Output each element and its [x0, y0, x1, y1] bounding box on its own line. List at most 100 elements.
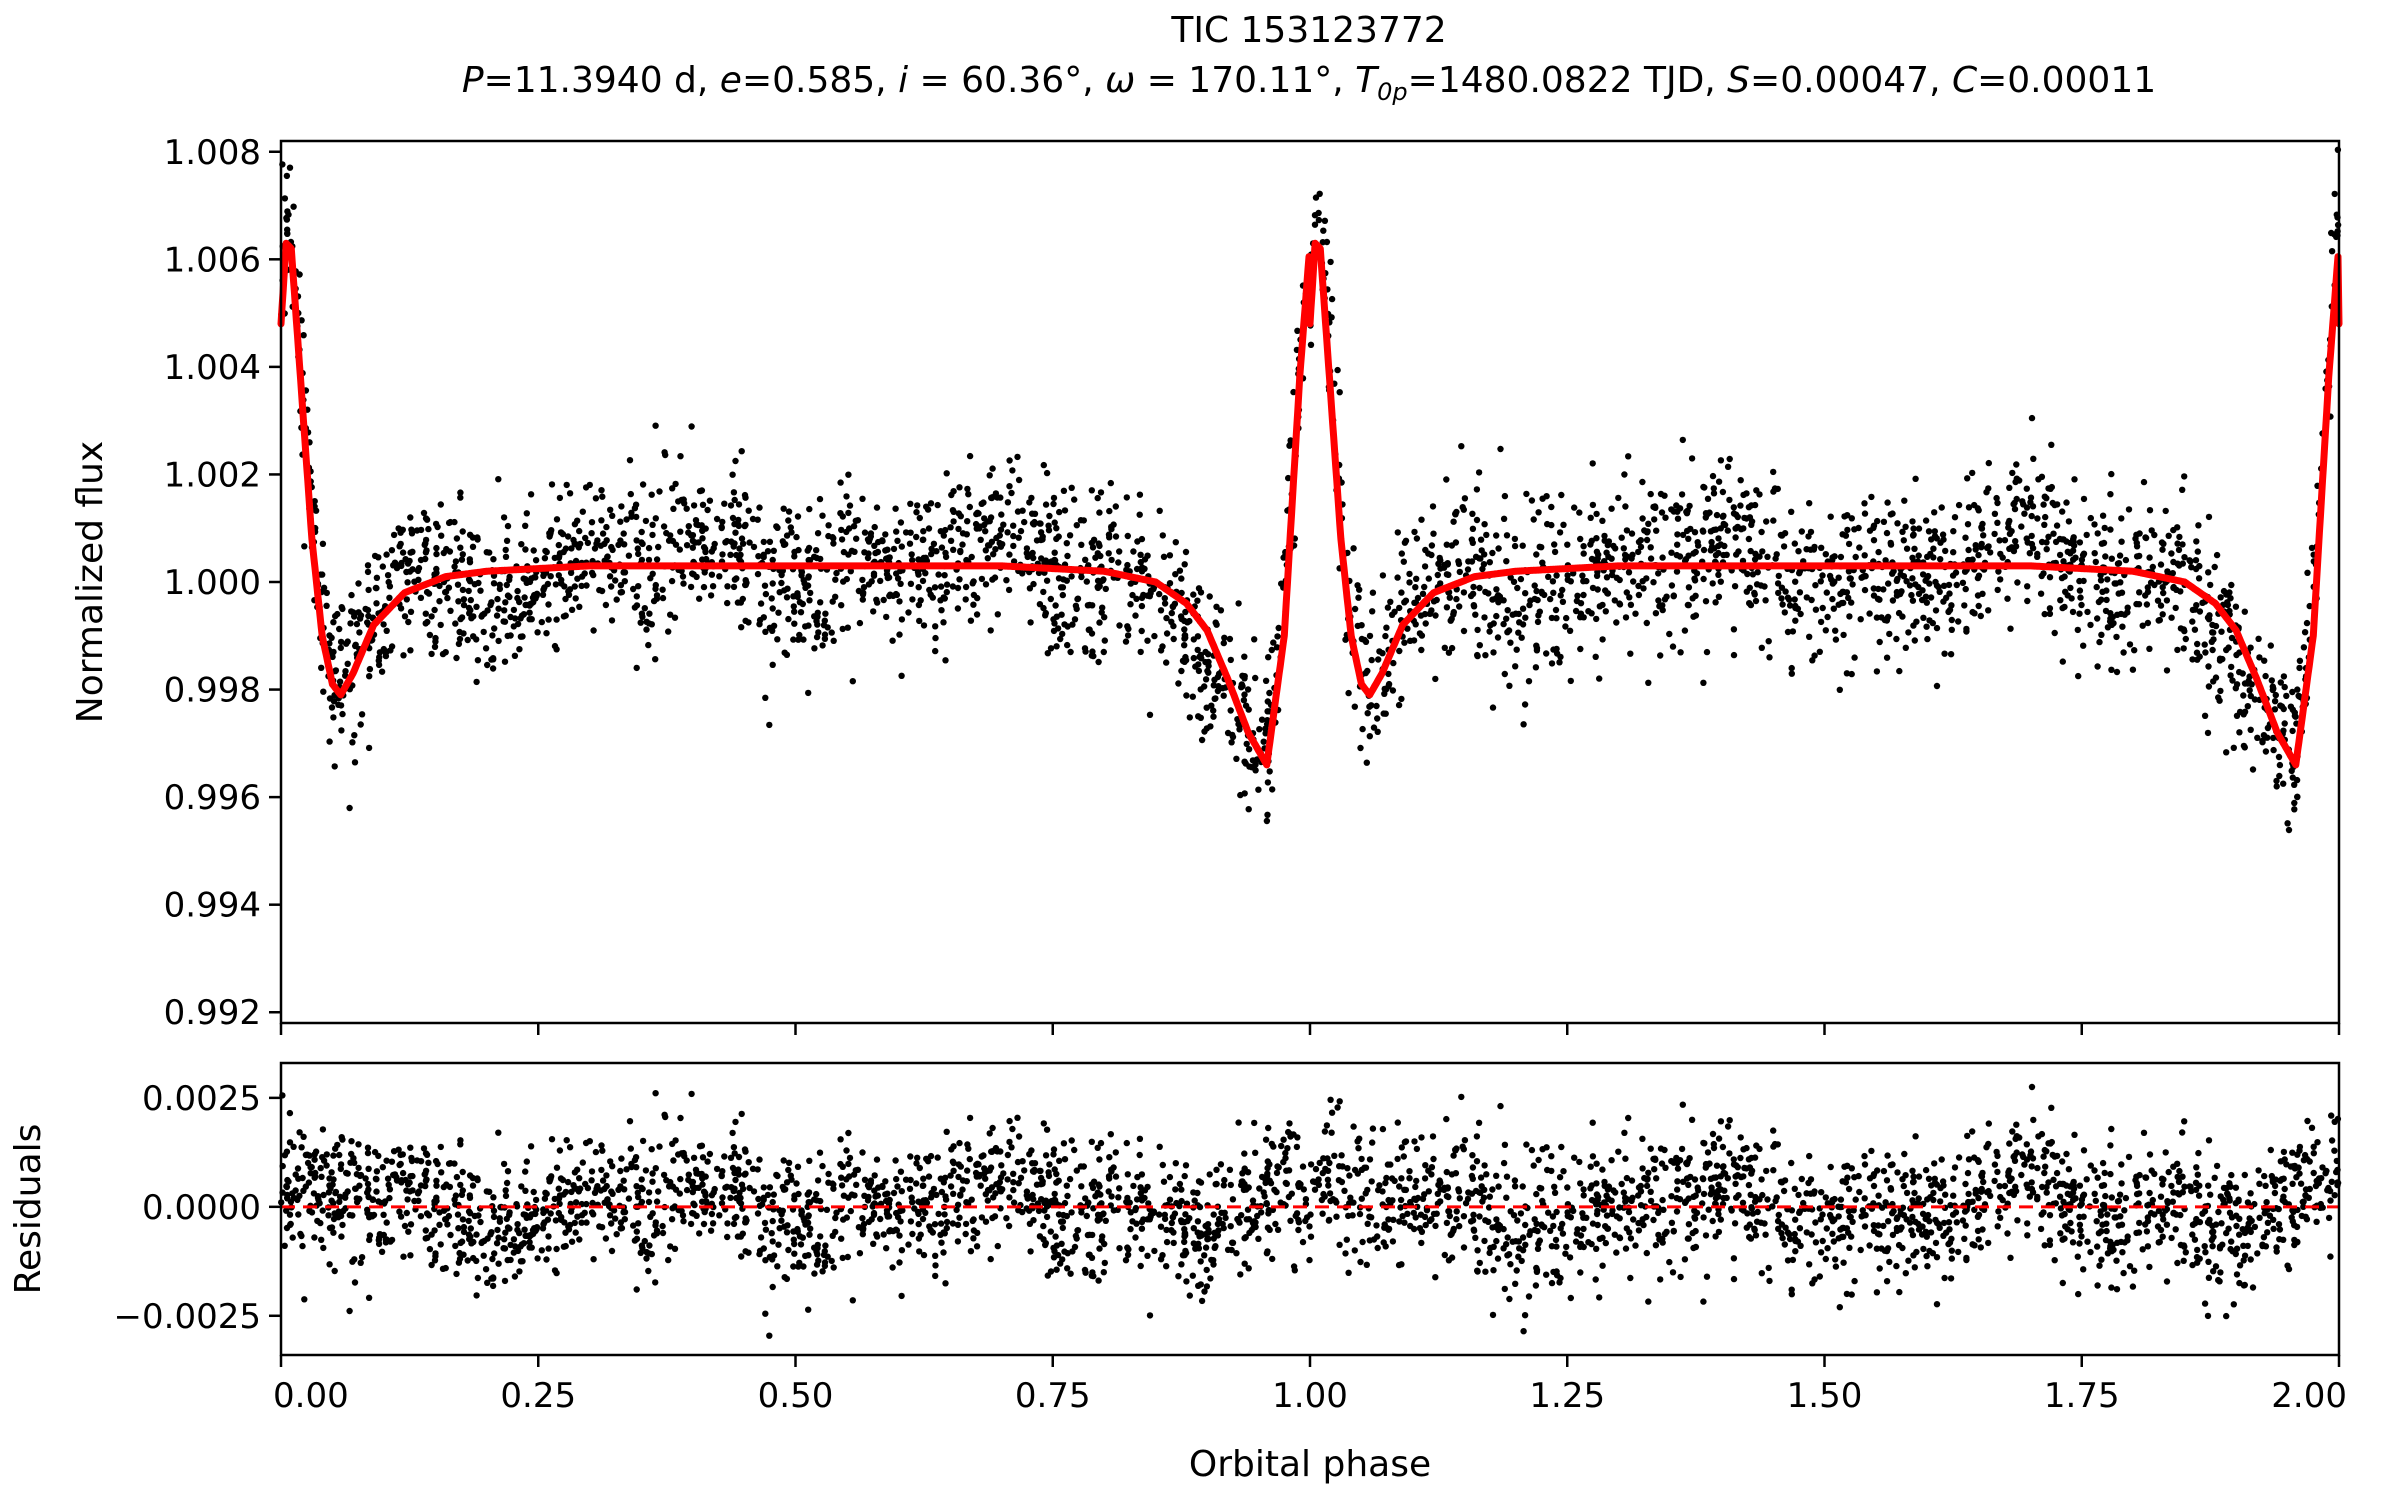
residual-point — [814, 1177, 822, 1184]
residual-point — [1133, 1220, 1140, 1227]
flux-point — [1902, 523, 1909, 530]
flux-point — [457, 489, 464, 496]
flux-point — [739, 595, 746, 603]
flux-point — [1632, 610, 1639, 617]
residual-point — [2065, 1166, 2073, 1173]
residual-point — [1883, 1278, 1891, 1285]
flux-point — [337, 638, 345, 646]
flux-point — [1163, 630, 1171, 637]
flux-point — [438, 532, 445, 539]
flux-point — [2007, 625, 2014, 632]
flux-point — [1381, 690, 1388, 697]
flux-point — [298, 317, 305, 324]
flux-point — [1116, 622, 1123, 629]
flux-point — [829, 534, 836, 541]
residual-point — [1577, 1180, 1584, 1187]
flux-point — [458, 556, 466, 563]
flux-point — [1197, 589, 1205, 596]
residual-point — [1643, 1249, 1651, 1257]
flux-point — [583, 582, 590, 589]
flux-point — [1753, 581, 1761, 588]
flux-point — [1458, 443, 1465, 450]
residual-point — [859, 1215, 866, 1222]
flux-point — [1861, 572, 1869, 579]
residual-point — [1342, 1250, 1349, 1257]
flux-point — [1909, 597, 1917, 604]
flux-point — [989, 494, 996, 501]
flux-point — [1263, 817, 1271, 825]
flux-point — [2170, 526, 2177, 534]
flux-point — [1056, 508, 1063, 516]
residual-point — [1229, 1196, 1237, 1203]
flux-point — [1256, 726, 1263, 733]
flux-point — [760, 538, 767, 546]
flux-point — [667, 611, 674, 618]
flux-point — [1470, 583, 1477, 591]
flux-point — [1068, 484, 1075, 491]
residual-point — [1406, 1175, 1413, 1182]
residual-point — [1220, 1182, 1228, 1189]
flux-point — [1567, 677, 1575, 685]
residual-point — [289, 1234, 296, 1241]
flux-point — [1780, 543, 1788, 550]
residual-point — [1961, 1235, 1968, 1243]
flux-point — [633, 664, 640, 672]
residual-point — [1703, 1273, 1711, 1280]
flux-point — [452, 558, 460, 565]
subtitle-part: =0.00047, — [1750, 60, 1952, 101]
flux-point — [1190, 654, 1198, 662]
residual-point — [2075, 1290, 2082, 1298]
flux-point — [562, 545, 570, 552]
flux-point — [1751, 589, 1758, 597]
residual-point — [1602, 1239, 1610, 1247]
flux-point — [2259, 739, 2266, 746]
flux-point — [1240, 697, 1248, 704]
residual-point — [1312, 1165, 1320, 1173]
flux-point — [572, 595, 579, 602]
flux-point — [2146, 507, 2154, 514]
residual-point — [491, 1250, 498, 1257]
residual-point — [672, 1186, 680, 1193]
flux-point — [598, 487, 605, 494]
residual-point — [1211, 1244, 1218, 1252]
residual-point — [1797, 1242, 1804, 1250]
residual-point — [1924, 1263, 1931, 1270]
flux-point — [615, 541, 622, 549]
flux-point — [1207, 723, 1214, 730]
flux-point — [811, 645, 818, 652]
flux-point — [1893, 635, 1900, 643]
residual-point — [562, 1188, 570, 1196]
residual-point — [2247, 1256, 2254, 1263]
residual-point — [986, 1167, 993, 1174]
flux-point — [1889, 570, 1896, 577]
flux-point — [768, 595, 775, 602]
residual-point — [991, 1213, 999, 1220]
flux-point — [1432, 675, 1439, 683]
flux-point — [1817, 578, 1825, 585]
flux-point — [2004, 595, 2011, 602]
flux-point — [1336, 389, 1343, 396]
flux-point — [1647, 490, 1654, 498]
flux-point — [1525, 678, 1533, 685]
flux-point — [1730, 651, 1738, 659]
flux-point — [1927, 594, 1935, 601]
chart-subtitle: P=11.3940 d, e=0.585, i = 60.36°, ω = 17… — [462, 60, 2156, 106]
residual-point — [1931, 1160, 1938, 1167]
flux-point — [447, 607, 454, 614]
flux-point — [1418, 646, 1425, 654]
residual-point — [2012, 1135, 2019, 1143]
flux-point — [1077, 517, 1085, 524]
residual-point — [2261, 1172, 2268, 1180]
flux-point — [1181, 626, 1188, 633]
flux-point — [2013, 495, 2020, 503]
flux-point — [366, 673, 373, 680]
residual-point — [2063, 1150, 2070, 1158]
flux-point — [1674, 508, 1681, 515]
flux-point — [1157, 607, 1165, 614]
residual-point — [1489, 1311, 1497, 1319]
flux-point — [898, 616, 906, 623]
residual-point — [1043, 1126, 1051, 1133]
flux-point — [828, 629, 835, 636]
residual-point — [493, 1240, 501, 1247]
residual-point — [1046, 1161, 1053, 1168]
